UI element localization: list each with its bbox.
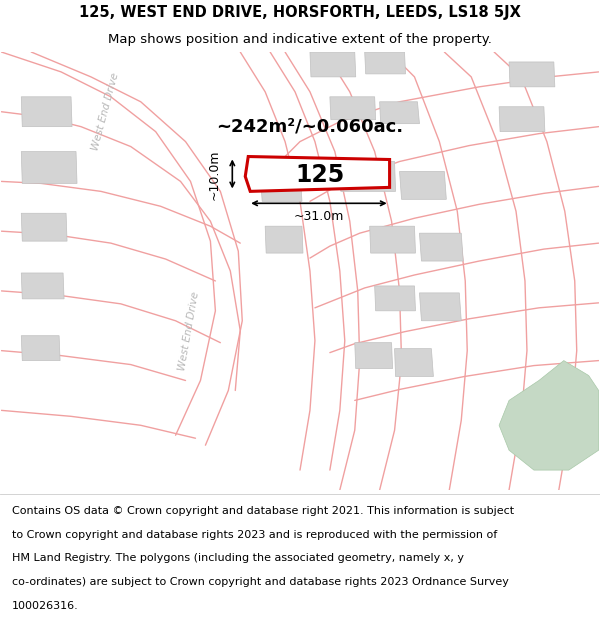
Text: to Crown copyright and database rights 2023 and is reproduced with the permissio: to Crown copyright and database rights 2…	[12, 530, 497, 540]
Text: West End Drive: West End Drive	[91, 72, 121, 152]
Text: Map shows position and indicative extent of the property.: Map shows position and indicative extent…	[108, 32, 492, 46]
Text: ~31.0m: ~31.0m	[294, 210, 344, 223]
Text: 125, WEST END DRIVE, HORSFORTH, LEEDS, LS18 5JX: 125, WEST END DRIVE, HORSFORTH, LEEDS, L…	[79, 6, 521, 21]
Polygon shape	[330, 97, 376, 120]
Polygon shape	[340, 161, 395, 191]
Polygon shape	[365, 52, 406, 74]
Polygon shape	[21, 336, 60, 361]
Polygon shape	[395, 349, 433, 376]
Text: ~10.0m: ~10.0m	[208, 149, 220, 200]
Text: 100026316.: 100026316.	[12, 601, 79, 611]
Polygon shape	[21, 97, 72, 127]
Polygon shape	[245, 156, 389, 191]
Text: Contains OS data © Crown copyright and database right 2021. This information is : Contains OS data © Crown copyright and d…	[12, 506, 514, 516]
Polygon shape	[310, 52, 356, 77]
Polygon shape	[419, 293, 461, 321]
Polygon shape	[419, 233, 463, 261]
Polygon shape	[355, 342, 392, 369]
Polygon shape	[370, 226, 415, 253]
Polygon shape	[21, 151, 77, 183]
Polygon shape	[21, 273, 64, 299]
Text: West End Drive: West End Drive	[176, 291, 200, 371]
Polygon shape	[400, 171, 446, 199]
Text: co-ordinates) are subject to Crown copyright and database rights 2023 Ordnance S: co-ordinates) are subject to Crown copyr…	[12, 577, 509, 587]
Polygon shape	[265, 226, 303, 253]
Polygon shape	[499, 361, 599, 470]
Polygon shape	[260, 171, 302, 201]
Text: HM Land Registry. The polygons (including the associated geometry, namely x, y: HM Land Registry. The polygons (includin…	[12, 554, 464, 564]
Polygon shape	[499, 107, 545, 132]
Text: 125: 125	[295, 163, 344, 188]
Polygon shape	[509, 62, 555, 87]
Text: ~242m²/~0.060ac.: ~242m²/~0.060ac.	[217, 118, 404, 136]
Polygon shape	[21, 213, 67, 241]
Polygon shape	[374, 286, 415, 311]
Polygon shape	[380, 102, 419, 124]
